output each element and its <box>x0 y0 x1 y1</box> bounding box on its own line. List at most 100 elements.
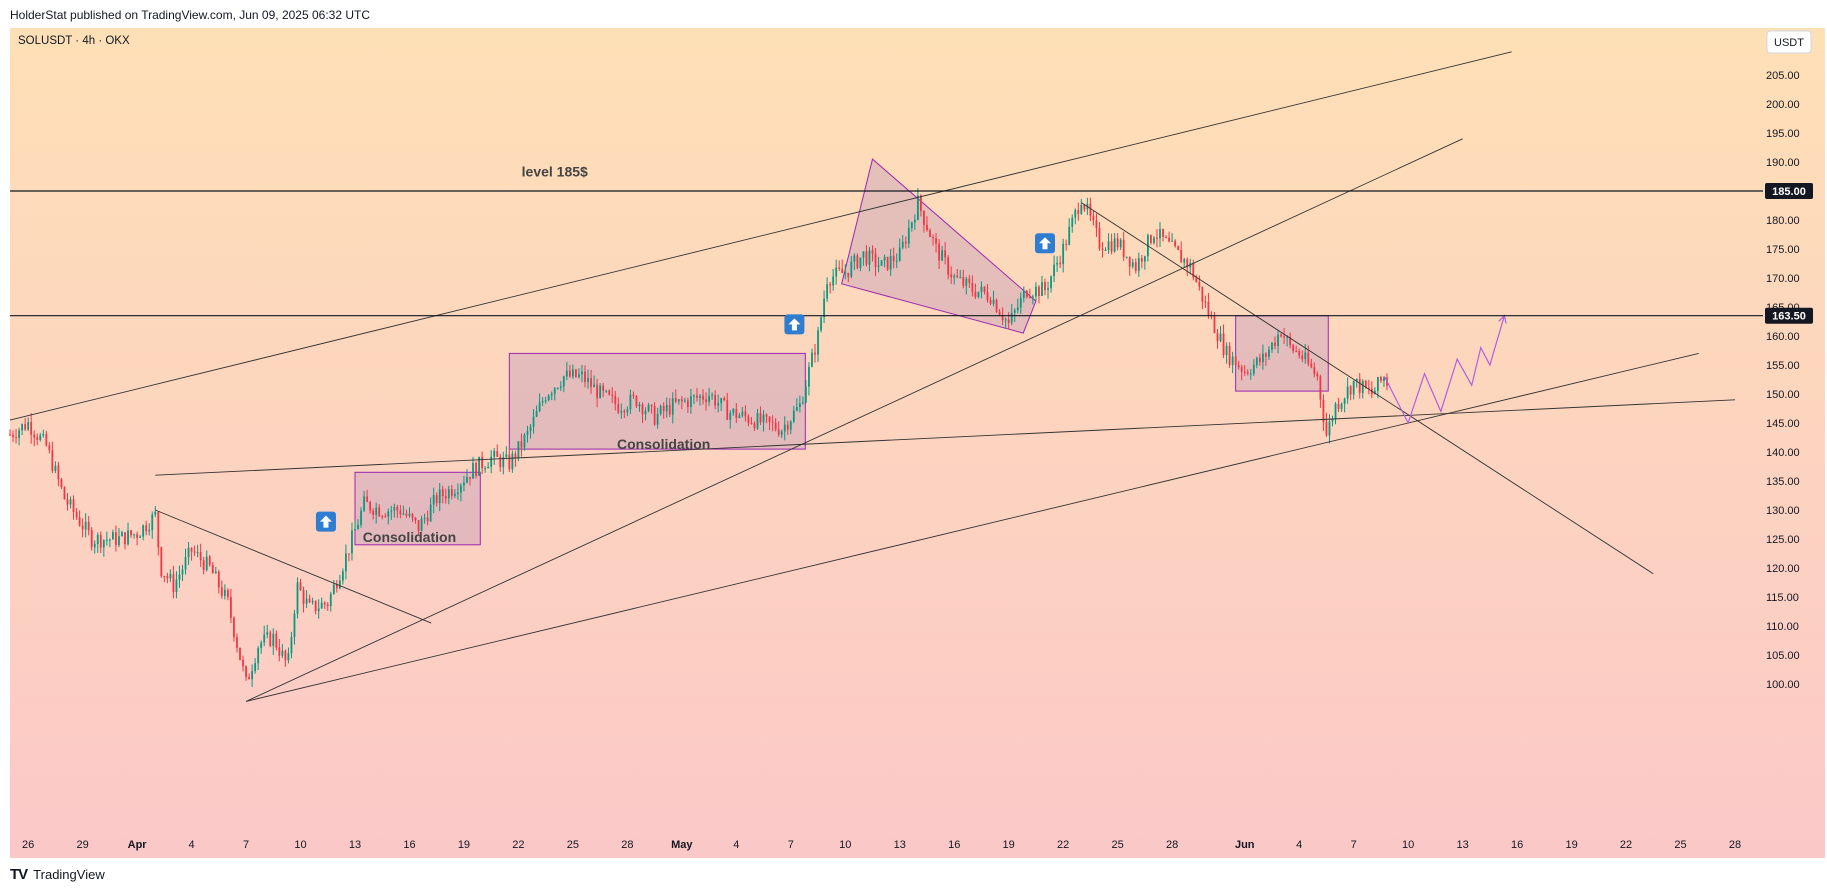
candle-body <box>668 404 671 415</box>
chart-svg[interactable]: 100.00 105.00 110.00 115.00 120.00 125.00 130.… <box>0 28 1827 858</box>
candle-body <box>196 552 199 554</box>
candle-body <box>205 556 208 570</box>
candle-body <box>683 400 686 402</box>
candle-body <box>1237 365 1240 368</box>
candle-body <box>30 421 33 435</box>
candle-body <box>1222 333 1225 355</box>
candle-body <box>490 456 493 467</box>
candle-body <box>1038 286 1040 297</box>
candle-body <box>992 299 995 304</box>
candle-body <box>1101 248 1104 250</box>
candle-body <box>753 423 756 429</box>
annotation-layer: level 185$ Consolidation Consolidation <box>363 164 711 545</box>
x-tick-label: May <box>671 839 693 851</box>
candle-body <box>475 462 477 476</box>
candle-body <box>199 552 202 561</box>
candle-body <box>1131 262 1134 267</box>
candle-body <box>1153 237 1155 243</box>
x-tick-label: 13 <box>349 839 361 851</box>
x-axis[interactable]: 26 29 Apr 4 7 10 13 16 19 22 25 28 May 4 7 10 13 16 19 22 25… <box>22 839 1741 851</box>
up-arrow-icon <box>1035 233 1055 254</box>
y-tick-label: 115.00 <box>1766 592 1799 604</box>
candle-body <box>124 532 126 545</box>
candle-body <box>523 434 526 448</box>
candle-body <box>916 195 919 220</box>
candle-body <box>115 532 117 546</box>
candle-body <box>48 445 51 451</box>
candle-body <box>1083 204 1086 210</box>
candle-body <box>1025 290 1028 297</box>
brand[interactable]: TV TradingView <box>10 866 105 883</box>
candle-body <box>320 602 323 609</box>
candle-body <box>605 390 608 392</box>
candle-body <box>1364 380 1367 388</box>
candle-body <box>1010 312 1013 323</box>
candle-body <box>686 400 689 408</box>
chart-area[interactable]: 100.00 105.00 110.00 115.00 120.00 125.00 130.… <box>0 28 1827 858</box>
candle-body <box>571 369 574 377</box>
y-tick-label: 120.00 <box>1766 563 1800 575</box>
x-tick-label: Apr <box>128 839 148 851</box>
candle-body <box>644 410 647 415</box>
candle-body <box>1019 297 1022 308</box>
candle-body <box>926 224 928 231</box>
trendline <box>155 509 432 624</box>
currency-badge[interactable]: USDT <box>1766 30 1812 54</box>
candle-body <box>538 402 541 412</box>
candle-body <box>811 352 813 367</box>
x-tick-label: 4 <box>1296 839 1302 851</box>
candle-body <box>1383 377 1385 381</box>
y-tick-label: 195.00 <box>1766 128 1800 140</box>
x-tick-label: 19 <box>1003 839 1015 851</box>
candle-body <box>608 390 611 395</box>
candle-body <box>801 402 804 404</box>
candle-body <box>151 514 154 531</box>
candle-body <box>998 311 1001 316</box>
price-tag-label: 163.50 <box>1772 311 1806 323</box>
candle-body <box>202 560 205 570</box>
candle-body <box>1346 386 1349 399</box>
candle-body <box>968 278 971 284</box>
candle-body <box>1050 276 1052 289</box>
candle-body <box>599 385 602 399</box>
candle-body <box>105 539 108 541</box>
candle-body <box>995 299 998 312</box>
candle-body <box>33 434 36 438</box>
candle-body <box>1047 288 1049 290</box>
candle-body <box>814 352 816 355</box>
candle-body <box>230 597 232 618</box>
candle-body <box>732 408 735 413</box>
candle-body <box>1216 333 1219 342</box>
candle-body <box>786 424 789 430</box>
candle-body <box>39 435 42 441</box>
candle-body <box>1107 241 1110 250</box>
up-arrow-glyph <box>788 318 801 331</box>
y-tick-label: 100.00 <box>1766 679 1800 691</box>
candle-body <box>1183 259 1186 263</box>
candle-body <box>1122 239 1125 257</box>
up-arrow-glyph <box>1039 237 1051 250</box>
candle-body <box>765 414 768 417</box>
candle-body <box>590 378 592 388</box>
candle-body <box>1313 367 1316 374</box>
candle-body <box>983 286 986 292</box>
candle-body <box>275 633 278 648</box>
candle-body <box>977 291 980 297</box>
candle-body <box>381 516 384 518</box>
candle-body <box>638 404 641 407</box>
candle-body <box>1234 356 1237 366</box>
candle-body <box>378 507 381 517</box>
candle-body <box>741 411 744 416</box>
candle-body <box>665 404 668 412</box>
candle-body <box>348 553 350 555</box>
candle-body <box>798 403 801 407</box>
candle-body <box>1283 336 1285 338</box>
candle-body <box>136 534 139 538</box>
candle-body <box>133 534 135 536</box>
candle-body <box>305 598 308 604</box>
trendline <box>1081 202 1654 575</box>
up-arrow-glyph <box>319 515 332 528</box>
candle-body <box>96 534 99 544</box>
candle-body <box>1116 238 1119 248</box>
candle-body <box>314 600 317 612</box>
